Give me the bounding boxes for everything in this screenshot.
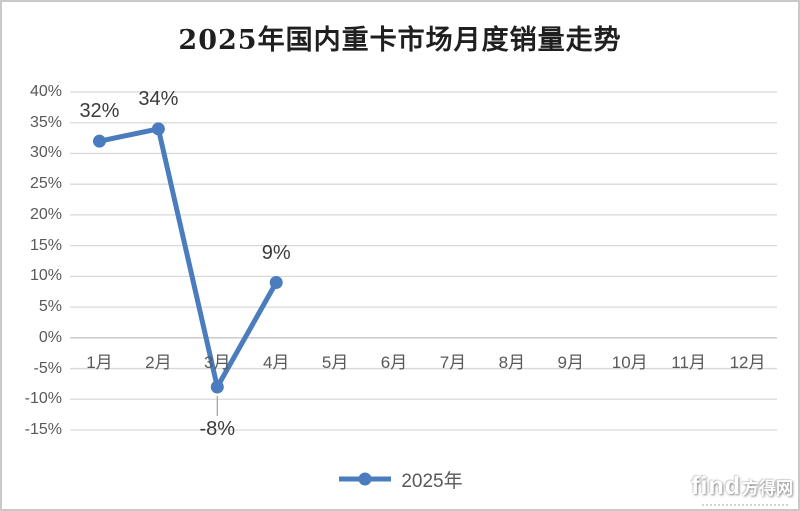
x-axis-tick-label: 9月	[557, 353, 585, 372]
y-axis-tick-label: -10%	[24, 390, 62, 408]
x-axis-tick-label: 5月	[321, 353, 349, 372]
x-axis-tick-label: 8月	[498, 353, 526, 372]
data-point-marker	[210, 380, 224, 394]
data-point-marker	[269, 276, 283, 290]
x-axis-tick-label: 12月	[729, 353, 766, 372]
x-axis-tick-label: 10月	[611, 353, 648, 372]
y-axis-tick-label: 40%	[29, 83, 62, 100]
y-axis-tick-label: -15%	[24, 421, 62, 438]
y-axis-tick-label: 10%	[29, 267, 62, 285]
x-axis-tick-label: 2月	[145, 353, 172, 372]
x-axis-tick-label: 7月	[439, 353, 467, 372]
y-axis-tick-label: -5%	[33, 359, 62, 377]
data-point-marker	[151, 122, 165, 136]
data-point-marker	[92, 134, 106, 148]
x-axis-tick-label: 3月	[204, 353, 231, 372]
data-point-label: 9%	[261, 241, 291, 264]
watermark-subtext	[702, 504, 788, 506]
watermark-cjk-text: 方得网	[742, 479, 793, 498]
data-point-label: 32%	[79, 100, 120, 123]
x-axis-tick-label: 4月	[262, 353, 290, 372]
x-axis-tick-label: 1月	[86, 353, 113, 372]
data-point-label: -8%	[199, 417, 236, 440]
x-axis-tick-label: 11月	[671, 353, 706, 372]
y-axis-tick-label: 30%	[29, 144, 62, 162]
data-point-label: 34%	[138, 87, 179, 110]
legend-series-label: 2025年	[401, 470, 463, 492]
chart-title: 2025年国内重卡市场月度销量走势	[178, 25, 622, 56]
y-axis-tick-label: 0%	[38, 328, 62, 346]
legend: 2025年	[2, 466, 798, 492]
y-axis-tick-label: 15%	[29, 236, 62, 254]
series-line-2025	[96, 126, 279, 390]
watermark-latin-text: find	[691, 472, 741, 500]
legend-line-marker-icon	[339, 472, 392, 486]
y-axis-tick-label: 20%	[29, 205, 62, 223]
watermark-logo: find 方得网	[691, 472, 793, 501]
x-axis-tick-label: 6月	[380, 353, 408, 372]
y-axis-tick-label: 5%	[38, 298, 62, 316]
y-axis-tick-label: 25%	[29, 175, 62, 193]
y-axis-tick-label: 35%	[29, 113, 62, 131]
